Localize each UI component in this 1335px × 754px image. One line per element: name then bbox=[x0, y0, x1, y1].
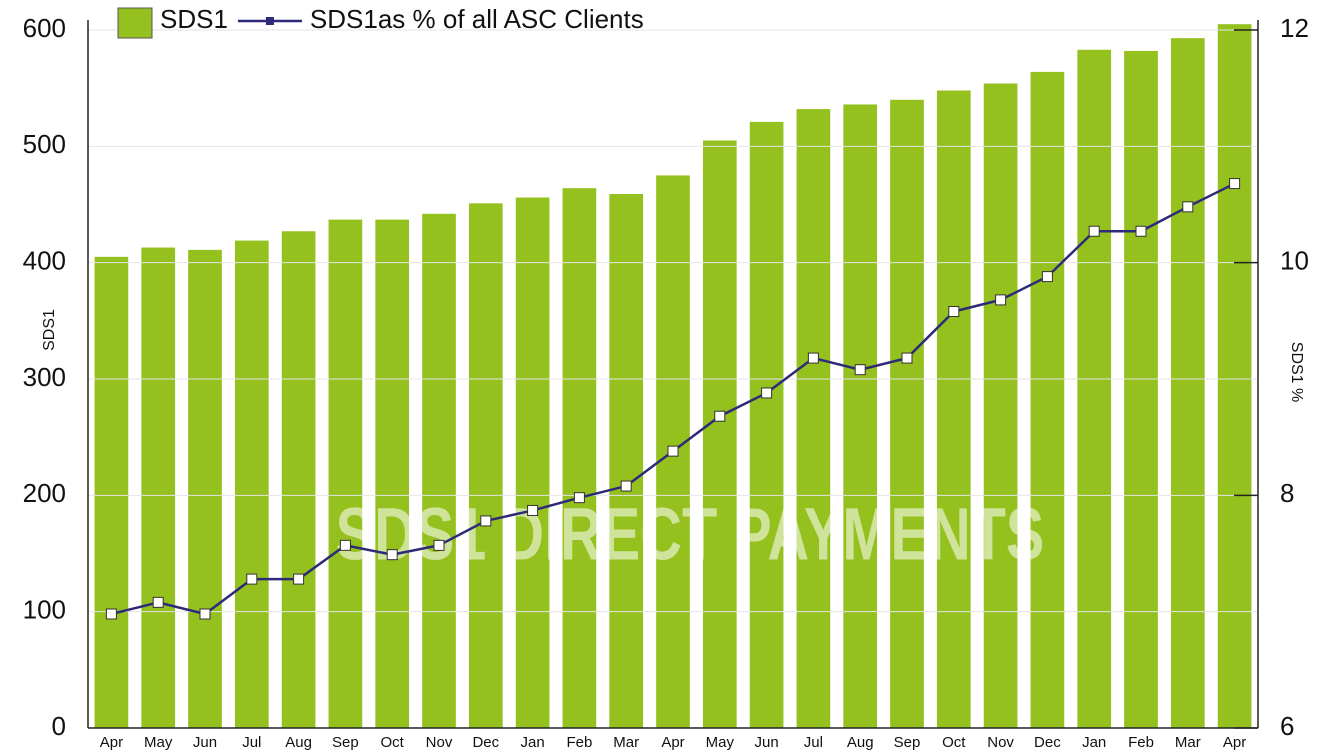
legend-label: SDS1 bbox=[160, 4, 228, 34]
bar bbox=[983, 83, 1018, 729]
bar bbox=[1217, 24, 1252, 728]
bar bbox=[281, 231, 316, 729]
y-tick-label: 100 bbox=[23, 595, 66, 625]
bar bbox=[1170, 38, 1205, 729]
bar bbox=[1030, 71, 1065, 728]
line-marker bbox=[1182, 201, 1194, 213]
x-tick-label: May bbox=[706, 734, 735, 751]
line-marker bbox=[293, 573, 305, 585]
bar bbox=[375, 219, 410, 728]
line-marker bbox=[480, 515, 492, 527]
x-tick-label: Feb bbox=[566, 734, 592, 751]
bar bbox=[796, 109, 831, 728]
x-tick-label: May bbox=[144, 734, 173, 751]
line-marker bbox=[246, 573, 258, 585]
x-tick-label: Nov bbox=[426, 734, 453, 751]
x-tick-label: Dec bbox=[1034, 734, 1061, 751]
line-marker bbox=[152, 596, 164, 608]
y2-tick-label: 10 bbox=[1280, 246, 1309, 276]
x-tick-label: Nov bbox=[987, 734, 1014, 751]
x-tick-label: Oct bbox=[381, 734, 405, 751]
x-tick-label: Mar bbox=[1175, 734, 1201, 751]
y2-tick-label: 6 bbox=[1280, 711, 1294, 741]
bar bbox=[141, 247, 176, 728]
bar bbox=[468, 203, 503, 728]
x-tick-label: Oct bbox=[942, 734, 966, 751]
line-marker bbox=[1229, 178, 1241, 190]
x-tick-label: Jan bbox=[521, 734, 545, 751]
y-tick-label: 200 bbox=[23, 478, 66, 508]
x-tick-label: Apr bbox=[1223, 734, 1246, 751]
bar bbox=[1124, 50, 1158, 728]
bar bbox=[188, 249, 222, 728]
line-marker bbox=[854, 364, 866, 376]
bar bbox=[609, 194, 644, 728]
bar bbox=[936, 90, 971, 728]
line-marker bbox=[761, 387, 773, 399]
line-marker bbox=[1088, 225, 1100, 237]
x-tick-label: Sep bbox=[332, 734, 359, 751]
x-tick-label: Mar bbox=[613, 734, 639, 751]
x-tick-label: Jun bbox=[755, 734, 779, 751]
line-marker bbox=[901, 352, 913, 364]
line-marker bbox=[667, 445, 679, 457]
line-marker bbox=[807, 352, 819, 364]
x-tick-label: Jul bbox=[804, 734, 823, 751]
line-marker bbox=[948, 306, 960, 318]
legend-label: SDS1as % of all ASC Clients bbox=[310, 4, 644, 34]
line-marker bbox=[105, 608, 117, 620]
y-axis-label: SDS1 bbox=[41, 309, 58, 351]
bar bbox=[562, 188, 597, 729]
y-tick-label: 0 bbox=[52, 711, 66, 741]
line-marker bbox=[714, 410, 726, 422]
bar bbox=[328, 219, 363, 728]
watermark: SDS1 DIRECT PAYMENTS bbox=[336, 494, 1045, 577]
y2-axis-label: SDS1 % bbox=[1288, 342, 1305, 402]
bar bbox=[422, 213, 456, 729]
bar bbox=[702, 140, 737, 728]
y2-tick-label: 8 bbox=[1280, 478, 1294, 508]
x-tick-label: Jul bbox=[242, 734, 261, 751]
y-tick-label: 500 bbox=[23, 129, 66, 159]
y-tick-label: 600 bbox=[23, 13, 66, 43]
bar bbox=[94, 256, 129, 728]
x-tick-label: Aug bbox=[285, 734, 312, 751]
x-tick-label: Aug bbox=[847, 734, 874, 751]
line-marker bbox=[199, 608, 211, 620]
bar bbox=[890, 99, 924, 729]
y-tick-label: 400 bbox=[23, 246, 66, 276]
line-marker bbox=[995, 294, 1007, 306]
line-marker bbox=[386, 549, 398, 561]
line-marker bbox=[339, 539, 351, 551]
bar bbox=[843, 104, 878, 729]
line-marker bbox=[620, 480, 632, 492]
x-tick-label: Dec bbox=[472, 734, 499, 751]
x-tick-label: Jan bbox=[1082, 734, 1106, 751]
x-tick-label: Apr bbox=[661, 734, 684, 751]
bar bbox=[515, 197, 550, 728]
line-marker bbox=[433, 539, 445, 551]
x-tick-label: Apr bbox=[100, 734, 123, 751]
x-tick-label: Feb bbox=[1128, 734, 1154, 751]
bar bbox=[234, 240, 269, 728]
y2-tick-label: 12 bbox=[1280, 13, 1309, 43]
legend-marker bbox=[265, 17, 274, 25]
bar bbox=[1077, 49, 1112, 728]
line-marker bbox=[527, 504, 539, 516]
legend-swatch bbox=[117, 7, 153, 39]
x-tick-label: Sep bbox=[894, 734, 921, 751]
bar bbox=[749, 121, 784, 729]
x-tick-label: Jun bbox=[193, 734, 217, 751]
line-marker bbox=[573, 492, 585, 504]
line-marker bbox=[1135, 225, 1147, 237]
y-tick-label: 300 bbox=[23, 362, 66, 392]
line-marker bbox=[1041, 271, 1053, 283]
